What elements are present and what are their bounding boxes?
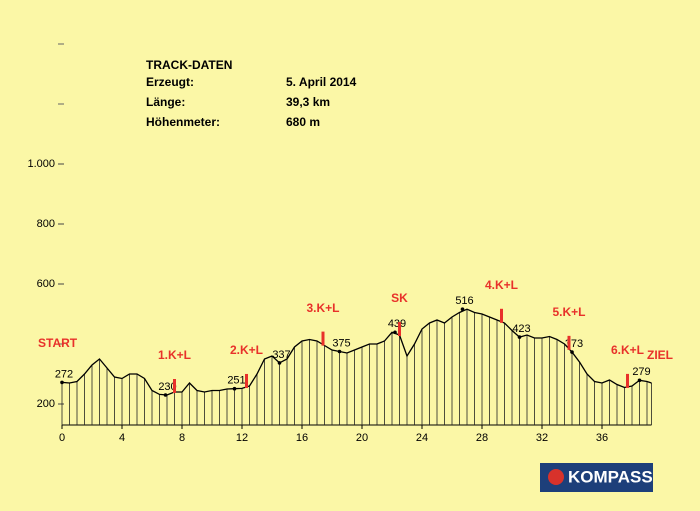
checkpoint-bar [626, 373, 629, 388]
y-tick-label: 1.000 [27, 158, 55, 170]
header-key: Erzeugt: [146, 75, 194, 89]
checkpoint-label: 2.K+L [230, 343, 263, 357]
y-tick-label: 800 [37, 218, 55, 230]
point [163, 393, 168, 397]
header-title: TRACK-DATEN [146, 58, 232, 72]
checkpoint-bar [500, 308, 503, 323]
checkpoint-label: 5.K+L [552, 305, 585, 319]
header-key: Länge: [146, 95, 185, 109]
x-tick-label: 28 [476, 432, 488, 444]
point [637, 378, 642, 383]
checkpoint-bar [321, 331, 325, 346]
checkpoint-label: 6.K+L [611, 343, 644, 357]
x-tick-label: 36 [596, 432, 608, 444]
x-tick-label: 8 [179, 432, 185, 444]
point [277, 361, 282, 365]
elevation-line [61, 308, 652, 396]
x-tick-label: 32 [536, 432, 548, 444]
point [517, 335, 522, 339]
y-tick-label: 600 [37, 278, 55, 290]
checkpoint-label: SK [391, 291, 408, 305]
point-label: 375 [332, 337, 350, 349]
x-tick-label: 0 [59, 432, 65, 444]
point-label: 251 [227, 375, 245, 387]
header-key: Höhenmeter: [146, 115, 220, 129]
checkpoint-bar [173, 379, 176, 393]
x-tick-label: 12 [236, 432, 248, 444]
checkpoint-bar [567, 335, 571, 350]
header-value: 680 m [286, 115, 320, 129]
logo: KOMPASS [540, 463, 653, 492]
point [570, 350, 574, 354]
y-tick-label: 200 [37, 398, 55, 410]
end-label: ZIEL [647, 348, 673, 362]
x-tick-label: 4 [119, 432, 125, 444]
checkpoint-label: 3.K+L [306, 301, 339, 315]
header-value: 39,3 km [286, 95, 330, 109]
x-tick-label: 24 [416, 432, 428, 444]
start-label: START [38, 336, 78, 350]
logo-icon [548, 469, 564, 485]
x-tick-label: 20 [356, 432, 368, 444]
logo-text: KOMPASS [568, 467, 653, 486]
checkpoint-bar [398, 322, 401, 336]
point [232, 386, 237, 391]
point [60, 380, 64, 385]
point-label: 337 [272, 349, 290, 361]
point-label: 439 [388, 318, 406, 330]
point-label: 230 [158, 381, 176, 393]
x-tick-label: 16 [296, 432, 308, 444]
point-label: 516 [455, 295, 473, 307]
point [460, 307, 465, 312]
point [337, 349, 342, 354]
header-value: 5. April 2014 [286, 75, 357, 89]
point-label: 272 [55, 368, 73, 380]
point [393, 330, 397, 335]
checkpoint-label: 4.K+L [485, 278, 518, 292]
checkpoint-bar [245, 373, 248, 388]
point-label: 423 [512, 323, 530, 335]
checkpoint-label: 1.K+L [158, 348, 191, 362]
point-label: 279 [632, 366, 650, 378]
track-header: TRACK-DATEN [146, 58, 232, 72]
